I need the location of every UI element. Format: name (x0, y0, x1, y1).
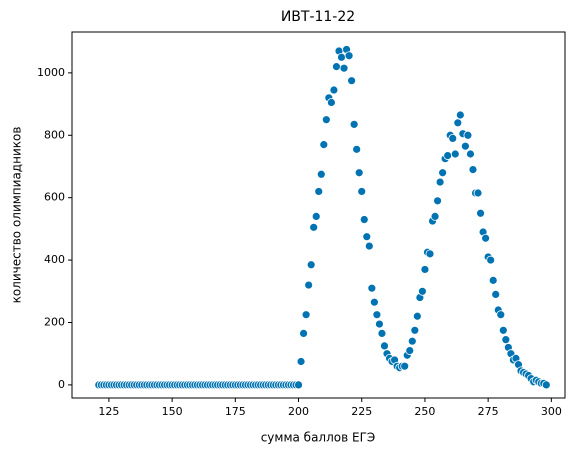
point (418, 286, 427, 296)
point (337, 52, 346, 62)
point (329, 85, 339, 95)
point (349, 119, 359, 129)
point (541, 380, 551, 390)
point (453, 118, 463, 128)
point (476, 208, 485, 218)
point (443, 151, 453, 160)
point (407, 336, 417, 346)
plot-frame (71, 31, 566, 399)
x-tick-label: 150 (162, 405, 183, 418)
point (491, 290, 501, 299)
point (498, 325, 508, 335)
point (450, 149, 460, 159)
point (357, 187, 367, 196)
point (448, 133, 458, 143)
point (405, 346, 415, 355)
point (314, 187, 324, 196)
point (455, 110, 465, 120)
point (380, 341, 389, 351)
point (496, 310, 506, 320)
point (294, 380, 303, 390)
x-tick-label: 225 (351, 405, 372, 418)
point (311, 212, 321, 221)
point (352, 144, 362, 154)
point (400, 361, 410, 371)
x-tick-label: 275 (478, 405, 499, 418)
chart-title: ИВТ-11-22 (281, 9, 355, 25)
point (367, 283, 377, 293)
point (339, 63, 349, 73)
y-tick-label: 400 (44, 253, 65, 266)
point (321, 115, 331, 125)
point (425, 249, 435, 259)
point (316, 169, 326, 179)
y-tick-label: 1000 (37, 66, 65, 79)
y-tick-label: 0 (58, 378, 65, 391)
point (309, 222, 319, 232)
y-axis-label: количество олимпиадников (10, 127, 24, 304)
point (473, 188, 483, 198)
point (438, 168, 448, 178)
point (332, 62, 341, 72)
point (369, 297, 379, 307)
point (372, 310, 382, 320)
x-axis-label: сумма баллов ЕГЭ (261, 431, 376, 445)
point (326, 98, 336, 107)
point (481, 233, 491, 243)
point (468, 165, 478, 175)
x-tick-label: 200 (288, 405, 309, 418)
x-tick-label: 175 (225, 405, 246, 418)
point (319, 140, 329, 150)
point (433, 196, 442, 206)
point (460, 141, 470, 151)
point (435, 177, 445, 187)
point (420, 265, 430, 274)
point (299, 329, 308, 338)
point (377, 329, 387, 338)
point (466, 149, 475, 159)
point (501, 335, 511, 345)
x-tick-label: 300 (541, 405, 562, 418)
point (306, 260, 316, 270)
point (344, 51, 354, 61)
point (488, 275, 498, 285)
point (364, 241, 374, 251)
point (362, 232, 372, 242)
point (301, 310, 311, 320)
point (359, 215, 369, 224)
point (296, 357, 306, 366)
point (354, 168, 364, 178)
point (430, 212, 440, 221)
x-tick-label: 250 (414, 405, 435, 418)
point (410, 325, 420, 335)
point (304, 280, 314, 290)
x-tick-label: 125 (98, 405, 119, 418)
point (375, 319, 384, 329)
y-tick-label: 800 (44, 128, 65, 141)
point (463, 130, 473, 140)
y-tick-label: 600 (44, 191, 65, 204)
point (412, 311, 422, 321)
point (347, 76, 357, 86)
y-tick-label: 200 (44, 315, 65, 328)
point (486, 255, 496, 265)
